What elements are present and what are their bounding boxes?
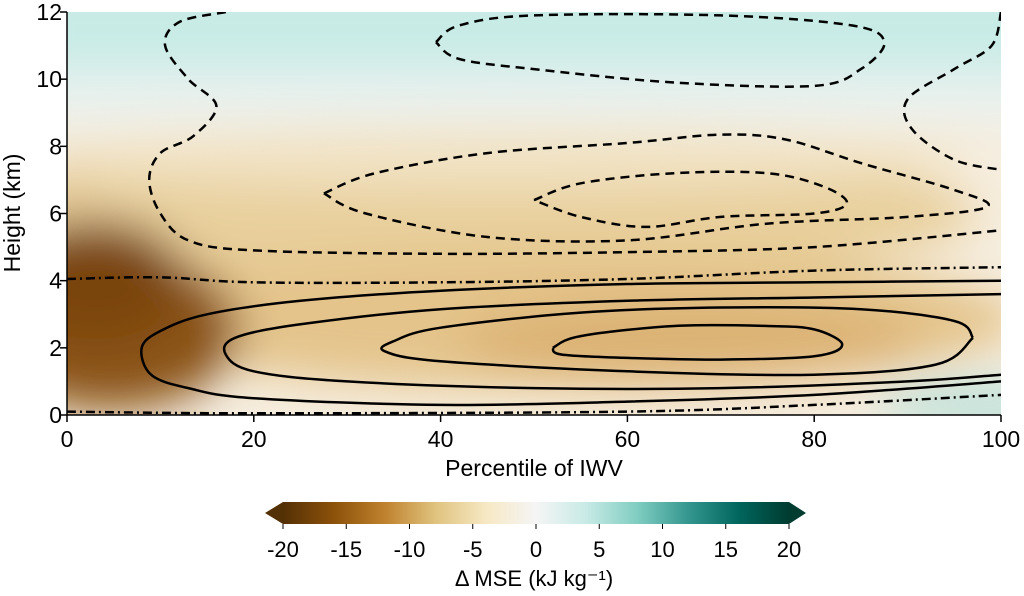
negative-contour-line — [323, 133, 990, 243]
colorbar-extend-low — [265, 502, 283, 524]
colorbar-tick-label: -20 — [267, 537, 299, 562]
y-tick-label: 4 — [49, 268, 62, 294]
negative-contour-line — [902, 12, 1001, 172]
plot-area — [67, 12, 1001, 415]
colorbar-tick-label: 20 — [777, 537, 801, 562]
zero-contour-line — [67, 265, 1001, 285]
colorbar-ticks: -20 -15 -10 -5 0 5 10 15 20 — [267, 524, 801, 562]
colorbar-tick-label: 15 — [714, 537, 738, 562]
positive-contour-line — [222, 292, 1001, 391]
x-tick-label: 80 — [801, 426, 827, 452]
y-axis-title: Height (km) — [0, 154, 25, 273]
colorbar-tick-label: 10 — [650, 537, 674, 562]
colorbar-tick-label: -10 — [394, 537, 426, 562]
y-tick-label: 0 — [49, 402, 62, 428]
positive-contour-line — [551, 323, 844, 361]
x-axis-title: Percentile of IWV — [445, 455, 623, 481]
x-tick-label: 0 — [61, 426, 74, 452]
x-tick-label: 100 — [982, 426, 1020, 452]
x-tick-label: 20 — [241, 426, 267, 452]
colorbar-tick-label: 5 — [593, 537, 605, 562]
negative-contour-line — [533, 170, 849, 229]
mse-field — [67, 12, 1001, 415]
y-tick-label: 6 — [49, 201, 62, 227]
colorbar-tick-label: 0 — [530, 537, 542, 562]
y-ticks: 0 2 4 6 8 10 12 — [36, 0, 67, 428]
x-tick-label: 40 — [428, 426, 454, 452]
y-tick-label: 8 — [49, 133, 62, 159]
colorbar: -20 -15 -10 -5 0 5 10 15 20 Δ MSE (kJ kg⁻¹) — [265, 502, 806, 591]
y-tick-label: 12 — [36, 0, 62, 25]
y-tick-label: 2 — [49, 335, 62, 361]
negative-contour-line — [147, 12, 1001, 256]
y-tick-label: 10 — [36, 66, 62, 92]
contour-lines — [67, 12, 1001, 415]
x-ticks: 0 20 40 60 80 100 — [61, 415, 1020, 452]
colorbar-tick-label: -5 — [463, 537, 483, 562]
x-tick-label: 60 — [615, 426, 641, 452]
colorbar-tick-label: -15 — [330, 537, 362, 562]
colorbar-extend-high — [789, 502, 806, 524]
positive-contour-line — [140, 279, 1001, 407]
colorbar-gradient — [283, 502, 789, 524]
negative-contour-line — [435, 12, 886, 88]
colorbar-label: Δ MSE (kJ kg⁻¹) — [455, 566, 613, 591]
positive-contour-line — [380, 305, 975, 377]
